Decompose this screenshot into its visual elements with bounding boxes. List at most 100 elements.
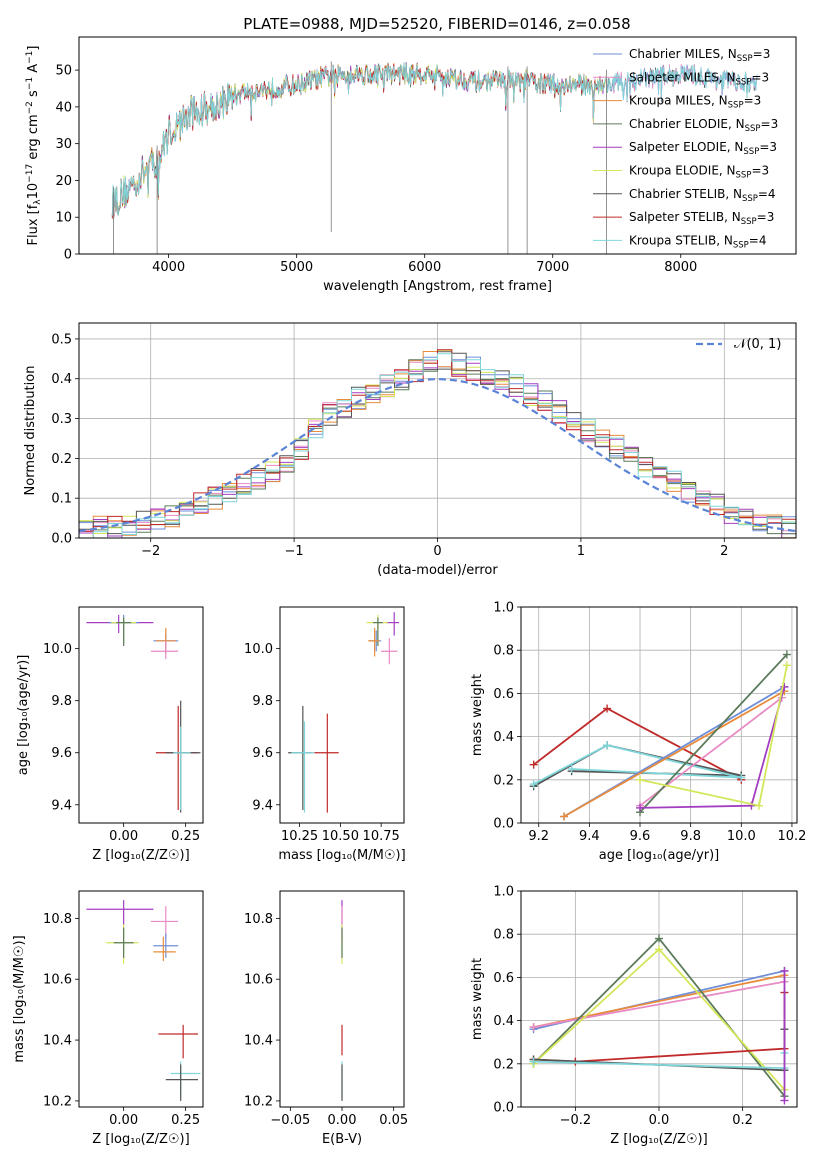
legend-suffix: =3: [744, 94, 762, 108]
y-tick-label: 0.5: [51, 332, 72, 347]
legend-label-chabrier_stelib: Chabrier STELIB, NSSP=4: [629, 187, 776, 204]
legend-label-chabrier_miles: Chabrier MILES, NSSP=3: [629, 47, 770, 64]
y-tick-label: 10.0: [43, 642, 72, 657]
y-tick-label: 0.0: [493, 1101, 514, 1116]
series-line-kroupa_miles: [533, 974, 785, 1028]
y-label-part: λ: [33, 199, 43, 205]
legend-sub: SSP: [741, 217, 757, 227]
x-tick-label: 10.75: [363, 829, 400, 844]
legend-suffix: =3: [751, 70, 769, 84]
figure-title: PLATE=0988, MJD=52520, FIBERID=0146, z=0…: [243, 15, 630, 33]
legend-suffix: =3: [753, 47, 771, 61]
age_vs_mass-frame: [279, 606, 405, 824]
legend-text: Kroupa ELODIE, N: [629, 164, 736, 178]
x-tick-label: 0.25: [171, 829, 200, 844]
legend-sub: SSP: [737, 54, 753, 64]
x-tick-label: −1: [285, 544, 304, 559]
series-line-chabrier_elodie: [639, 653, 788, 813]
legend-text: Salpeter MILES, N: [629, 70, 736, 84]
weight_vs_age-series: [529, 650, 791, 821]
spectrum-y-axis-label: Flux [fλ10−17 erg cm−2 s−1 A−1]: [25, 46, 43, 246]
y-tick-label: 10.4: [244, 1034, 273, 1049]
legend-text: Chabrier MILES, N: [629, 47, 737, 61]
y-tick-label: 0.3: [51, 412, 72, 427]
y-tick-label: 10: [55, 211, 72, 226]
legend-label-kroupa_elodie: Kroupa ELODIE, NSSP=3: [629, 164, 769, 181]
y-tick-label: 0.8: [493, 928, 514, 943]
x-axis-label: (data-model)/error: [377, 563, 498, 578]
y-axis-label: Normed distribution: [23, 366, 38, 496]
legend-label-salpeter_elodie: Salpeter ELODIE, NSSP=3: [629, 140, 777, 157]
x-tick-label: 4000: [152, 260, 185, 275]
x-axis-label: Z [log₁₀(Z/Z☉)]: [92, 1132, 189, 1147]
y-label-part: −17: [25, 164, 35, 183]
histogram-chabrier_stelib: [79, 352, 796, 535]
legend-sub: SSP: [745, 124, 761, 134]
y-tick-label: 10.8: [43, 912, 72, 927]
mass_vs_Z-frame: [78, 890, 204, 1108]
x-tick-label: 0.05: [379, 1113, 408, 1128]
legend-label-salpeter_miles: Salpeter MILES, NSSP=3: [629, 70, 769, 87]
weight_vs_age-axes: 9.2 9.4 9.6 9.8 10.0 10.2 0.0 0.2 0.4 0.6 0.8 1.0 ag…: [470, 601, 806, 864]
series-line-kroupa_stelib: [533, 744, 742, 785]
x-tick-label: −0.2: [560, 1113, 592, 1128]
x-axis-label: Z [log₁₀(Z/Z☉)]: [610, 1132, 707, 1147]
residuals-frame: [78, 322, 797, 539]
spectrum-lines: [111, 61, 758, 254]
x-tick-label: 0.2: [732, 1113, 753, 1128]
x-tick-label: 5000: [280, 260, 313, 275]
y-tick-label: 9.4: [51, 798, 72, 813]
x-tick-label: 9.6: [630, 829, 651, 844]
weight_vs_age-frame: [520, 606, 798, 824]
age_vs_Z-axes: 0.00 0.25 9.4 9.6 9.8 10.0 Z [log₁₀(Z/Z☉)] age …: [16, 642, 200, 863]
x-tick-label: −2: [141, 544, 160, 559]
spectrum-line-kroupa_miles: [111, 62, 605, 216]
x-tick-label: 0.00: [109, 1113, 138, 1128]
legend-text: Salpeter ELODIE, N: [629, 140, 743, 154]
x-tick-label: 1: [577, 544, 585, 559]
y-label-part: −2: [25, 101, 35, 114]
y-tick-label: 10.2: [43, 1094, 72, 1109]
x-tick-label: −0.05: [270, 1113, 310, 1128]
y-tick-label: 0.2: [493, 773, 514, 788]
y-tick-label: 10.6: [43, 973, 72, 988]
legend-sub: SSP: [736, 171, 752, 181]
x-tick-label: 8000: [664, 260, 697, 275]
y-tick-label: 10.6: [244, 973, 273, 988]
y-label-part: Flux [f: [26, 204, 41, 245]
weight_vs_Z-axes: −0.2 0.0 0.2 0.0 0.2 0.4 0.6 0.8 1.0 Z [log₁₀(Z/Z…: [470, 885, 797, 1147]
histograms: [79, 349, 796, 538]
series-line-kroupa_miles: [563, 690, 785, 818]
x-axis-label: Z [log₁₀(Z/Z☉)]: [92, 848, 189, 863]
x-axis-label: age [log₁₀(age/yr)]: [599, 848, 720, 863]
y-tick-label: 50: [55, 64, 72, 79]
spectrum-line-salpeter_elodie: [111, 62, 608, 217]
y-tick-label: 0.4: [51, 372, 72, 387]
y-tick-label: 0.2: [51, 452, 72, 467]
y-tick-label: 10.0: [244, 642, 273, 657]
x-tick-label: 10.50: [322, 829, 359, 844]
y-tick-label: 0.2: [493, 1057, 514, 1072]
x-tick-label: 6000: [408, 260, 441, 275]
legend-text: Chabrier ELODIE, N: [629, 117, 745, 131]
y-tick-label: 30: [55, 137, 72, 152]
plots-container: 4000 5000 6000 7000 800001020304050wavelengt…: [12, 36, 806, 1147]
histogram-kroupa_stelib: [79, 353, 796, 538]
y-axis-label: mass weight: [470, 958, 485, 1040]
legend-suffix: =3: [759, 140, 777, 154]
legend-suffix: =3: [751, 164, 769, 178]
spectrum-line-kroupa_elodie: [111, 63, 607, 217]
y-tick-label: 9.6: [51, 746, 72, 761]
legend-suffix: =4: [758, 187, 776, 201]
legend-suffix: =3: [757, 210, 775, 224]
x-axis-label: mass [log₁₀(M/M☉)]: [278, 848, 405, 863]
y-axis-label: mass weight: [470, 674, 485, 756]
y-tick-label: 9.6: [252, 746, 273, 761]
y-tick-label: 40: [55, 100, 72, 115]
legend-label-kroupa_miles: Kroupa MILES, NSSP=3: [629, 94, 761, 111]
x-tick-label: 2: [720, 544, 728, 559]
y-label-part: −1: [25, 51, 35, 64]
x-tick-label: 10.0: [727, 829, 756, 844]
